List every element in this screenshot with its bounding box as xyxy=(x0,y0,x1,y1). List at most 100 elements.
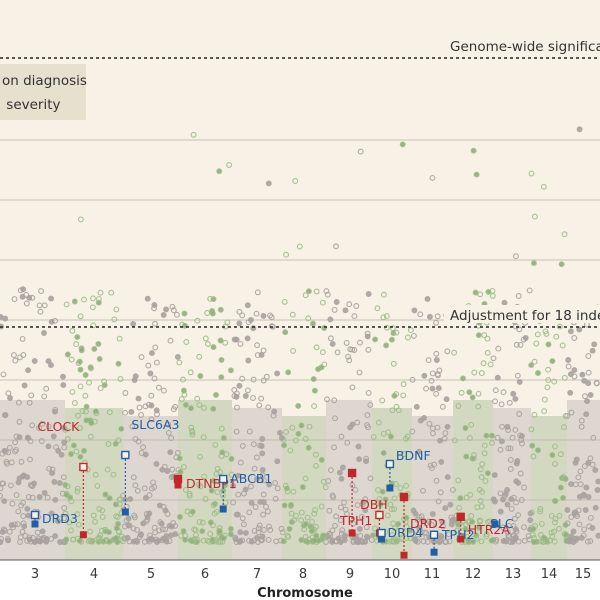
snp-point xyxy=(561,424,567,431)
snp-point xyxy=(41,489,48,496)
legend-label-severity: severity xyxy=(2,97,61,113)
snp-point xyxy=(512,526,519,533)
snp-point xyxy=(578,417,585,424)
snp-point xyxy=(26,399,33,406)
snp-point xyxy=(253,454,260,461)
snp-point xyxy=(303,521,309,527)
snp-point xyxy=(258,395,265,402)
snp-point xyxy=(74,334,81,341)
snp-point xyxy=(66,519,73,526)
snp-point xyxy=(581,526,588,533)
snp-point xyxy=(45,443,52,450)
snp-point xyxy=(165,421,172,428)
snp-point xyxy=(121,535,128,542)
legend-background xyxy=(0,64,86,120)
snp-point xyxy=(82,372,89,378)
snp-point xyxy=(242,393,249,399)
snp-point xyxy=(199,528,206,535)
snp-point xyxy=(399,141,406,148)
snp-point xyxy=(510,533,517,540)
snp-point xyxy=(214,489,221,496)
snp-point xyxy=(379,488,386,495)
snp-point xyxy=(216,168,223,175)
gene-marker-high-htr2a xyxy=(456,512,465,521)
snp-point xyxy=(489,432,495,439)
snp-point xyxy=(167,337,174,344)
snp-point xyxy=(189,431,196,438)
snp-point xyxy=(284,488,291,495)
snp-point xyxy=(311,510,318,517)
snp-point xyxy=(263,373,270,380)
gene-label-dtnbp1: DTNBP1 xyxy=(186,476,237,491)
snp-point xyxy=(148,350,155,357)
snp-point xyxy=(63,536,70,543)
snp-point xyxy=(213,470,220,477)
snp-point xyxy=(230,482,237,489)
snp-point xyxy=(562,475,569,482)
snp-point xyxy=(252,504,259,510)
snp-point xyxy=(159,526,166,533)
snp-point xyxy=(160,387,167,394)
gene-marker-high-dtnbp1 xyxy=(173,474,183,484)
snp-point xyxy=(370,532,376,539)
snp-point xyxy=(509,434,516,441)
snp-point xyxy=(567,328,574,335)
snp-point xyxy=(240,521,247,528)
snp-point xyxy=(17,539,23,545)
snp-point xyxy=(25,494,32,500)
snp-point xyxy=(276,429,283,436)
snp-point xyxy=(515,293,522,299)
snp-point xyxy=(12,439,19,446)
snp-point xyxy=(189,508,196,515)
snp-point xyxy=(146,401,152,408)
snp-point xyxy=(552,443,558,450)
snp-point xyxy=(188,427,195,434)
snp-point xyxy=(183,339,190,345)
snp-point xyxy=(170,307,177,314)
snp-point xyxy=(310,320,316,327)
snp-point xyxy=(36,302,43,309)
snp-point xyxy=(90,512,97,519)
snp-point xyxy=(258,443,265,449)
snp-point xyxy=(565,537,572,544)
snp-point xyxy=(388,506,395,513)
snp-point xyxy=(29,494,36,501)
snp-point xyxy=(157,519,164,526)
snp-point xyxy=(55,447,62,454)
snp-point xyxy=(421,414,428,421)
snp-point xyxy=(92,518,98,525)
snp-point xyxy=(218,425,225,432)
snp-point xyxy=(584,538,591,545)
snp-point xyxy=(87,528,93,535)
snp-point xyxy=(537,506,544,512)
snp-point xyxy=(587,455,594,462)
gene-label-abcb1: ABCB1 xyxy=(230,471,272,486)
x-tick-label: 4 xyxy=(90,567,98,582)
snp-point xyxy=(475,403,482,410)
gene-marker-high-abcb1 xyxy=(218,474,228,484)
snp-point xyxy=(196,518,203,525)
snp-point xyxy=(231,387,238,393)
snp-point xyxy=(577,481,584,488)
snp-point xyxy=(539,538,546,545)
snp-point xyxy=(423,385,430,392)
snp-point xyxy=(437,437,443,444)
snp-point xyxy=(176,359,183,366)
snp-point xyxy=(168,435,175,442)
snp-point xyxy=(490,355,497,362)
snp-point xyxy=(0,536,5,542)
snp-point xyxy=(156,527,163,534)
snp-point xyxy=(571,335,578,341)
snp-point xyxy=(570,538,577,545)
snp-point xyxy=(434,313,441,320)
snp-point xyxy=(485,288,492,295)
snp-point xyxy=(425,357,432,364)
snp-point xyxy=(18,458,25,465)
snp-point xyxy=(19,293,26,300)
snp-point xyxy=(568,481,575,488)
snp-point xyxy=(125,522,132,529)
snp-point xyxy=(484,470,491,477)
snp-point xyxy=(91,345,98,352)
gene-marker-high-drd3 xyxy=(30,510,40,520)
snp-point xyxy=(138,354,145,361)
